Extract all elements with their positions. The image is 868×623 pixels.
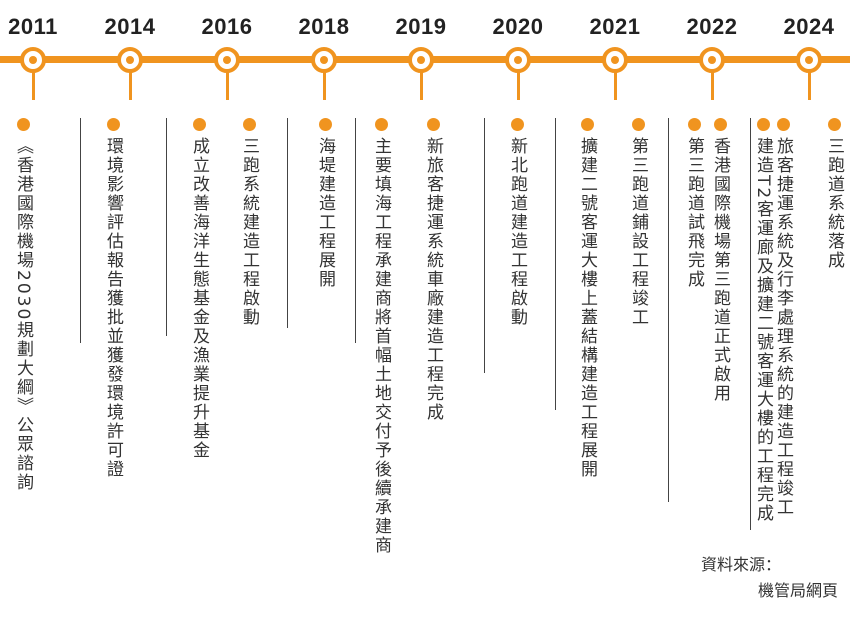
event-text: 新北跑道建造工程啟動 <box>507 137 527 327</box>
event-2016-1: 三跑系統建造工程啟動 <box>238 118 260 327</box>
timeline-node-icon <box>796 47 822 73</box>
column-separator <box>80 118 81 343</box>
event-2024-2: 旅客捷運系統及行李處理系統的建造工程竣工 <box>772 118 794 517</box>
bullet-dot-icon <box>318 118 332 131</box>
timeline-stem <box>808 72 811 100</box>
event-text: 三跑系統建造工程啟動 <box>239 137 259 327</box>
column-separator <box>484 118 485 373</box>
column-separator <box>555 118 556 410</box>
year-label-2024: 2024 <box>783 14 835 39</box>
bullet-dot-icon <box>374 118 388 131</box>
year-label-2011: 2011 <box>8 14 58 39</box>
bullet-dot-icon <box>756 118 770 131</box>
event-2016-2: 成立改善海洋生態基金及漁業提升基金 <box>188 118 210 460</box>
timeline-stem <box>517 72 520 100</box>
source-value: 機管局網頁 <box>758 581 839 600</box>
timeline-node-icon <box>20 47 46 73</box>
bullet-dot-icon <box>687 118 701 131</box>
timeline-stem <box>711 72 714 100</box>
timeline-stem <box>32 72 35 100</box>
event-2018-1: 海堤建造工程展開 <box>314 118 336 289</box>
event-text: 主要填海工程承建商將首幅土地交付予後續承建商 <box>371 137 391 555</box>
event-2022-2: 第三跑道試飛完成 <box>683 118 705 289</box>
event-2024-3: 建造T2客運廊及擴建二號客運大樓的工程完成 <box>752 118 774 523</box>
year-label-2022: 2022 <box>686 14 738 39</box>
year-label-2014: 2014 <box>104 14 156 39</box>
bullet-dot-icon <box>776 118 790 131</box>
timeline-stem <box>323 72 326 100</box>
event-text: 擴建二號客運大樓上蓋結構建造工程展開 <box>577 137 597 479</box>
timeline-node-icon <box>117 47 143 73</box>
bullet-dot-icon <box>510 118 524 131</box>
year-label-2019: 2019 <box>395 14 447 39</box>
event-2020-1: 新北跑道建造工程啟動 <box>506 118 528 327</box>
timeline-node-icon <box>602 47 628 73</box>
column-separator <box>287 118 288 328</box>
event-text: 環境影響評估報告獲批並獲發環境許可證 <box>103 137 123 479</box>
source-label: 資料來源： <box>701 555 782 574</box>
event-text: 《香港國際機場2030規劃大綱》公眾諮詢 <box>13 137 33 493</box>
year-label-2020: 2020 <box>492 14 544 39</box>
event-text: 成立改善海洋生態基金及漁業提升基金 <box>189 137 209 460</box>
event-text: 第三跑道試飛完成 <box>684 137 704 289</box>
bullet-dot-icon <box>242 118 256 131</box>
event-text: 三跑道系統落成 <box>824 137 844 270</box>
column-separator <box>355 118 356 343</box>
event-2019-1: 新旅客捷運系統車廠建造工程完成 <box>422 118 444 422</box>
event-text: 建造T2客運廊及擴建二號客運大樓的工程完成 <box>753 137 773 524</box>
timeline-node-icon <box>699 47 725 73</box>
year-label-2018: 2018 <box>298 14 350 39</box>
timeline-node-icon <box>408 47 434 73</box>
timeline-stem <box>129 72 132 100</box>
bullet-dot-icon <box>192 118 206 131</box>
timeline-node-icon <box>214 47 240 73</box>
column-separator <box>166 118 167 336</box>
event-text: 旅客捷運系統及行李處理系統的建造工程竣工 <box>773 137 793 517</box>
event-text: 香港國際機場第三跑道正式啟用 <box>710 137 730 403</box>
year-label-2016: 2016 <box>201 14 253 39</box>
bullet-dot-icon <box>16 118 30 131</box>
column-separator <box>668 118 669 502</box>
year-label-2021: 2021 <box>589 14 641 39</box>
event-2022-1: 香港國際機場第三跑道正式啟用 <box>709 118 731 403</box>
bullet-dot-icon <box>631 118 645 131</box>
event-2024-1: 三跑道系統落成 <box>823 118 845 270</box>
event-text: 第三跑道鋪設工程竣工 <box>628 137 648 327</box>
bullet-dot-icon <box>713 118 727 131</box>
bullet-dot-icon <box>106 118 120 131</box>
timeline-node-icon <box>505 47 531 73</box>
event-text: 新旅客捷運系統車廠建造工程完成 <box>423 137 443 422</box>
timeline-stem <box>226 72 229 100</box>
event-2021-1: 第三跑道鋪設工程竣工 <box>627 118 649 327</box>
event-2019-2: 主要填海工程承建商將首幅土地交付予後續承建商 <box>370 118 392 555</box>
timeline-stem <box>614 72 617 100</box>
event-2014-1: 環境影響評估報告獲批並獲發環境許可證 <box>102 118 124 479</box>
bullet-dot-icon <box>580 118 594 131</box>
column-separator <box>750 118 751 530</box>
timeline-node-icon <box>311 47 337 73</box>
event-2021-2: 擴建二號客運大樓上蓋結構建造工程展開 <box>576 118 598 479</box>
bullet-dot-icon <box>426 118 440 131</box>
timeline-stem <box>420 72 423 100</box>
event-text: 海堤建造工程展開 <box>315 137 335 289</box>
event-2011-1: 《香港國際機場2030規劃大綱》公眾諮詢 <box>12 118 34 492</box>
bullet-dot-icon <box>827 118 841 131</box>
